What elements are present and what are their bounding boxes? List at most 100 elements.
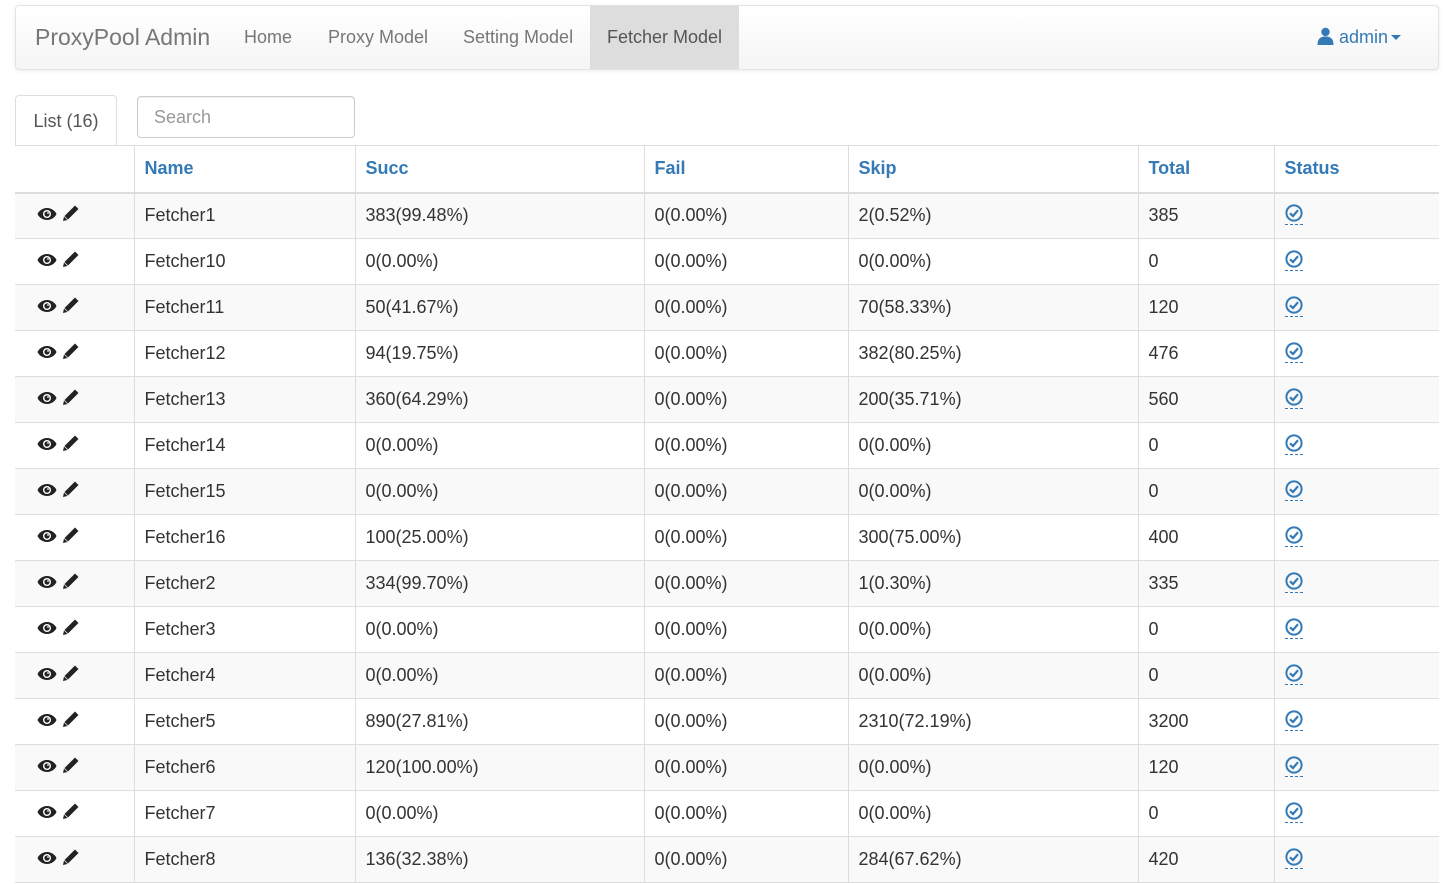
eye-icon[interactable] [37, 619, 57, 640]
cell-skip: 2(0.52%) [847, 192, 1139, 239]
cell-succ: 0(0.00%) [354, 468, 645, 515]
column-header-fail[interactable]: Fail [643, 145, 849, 194]
check-circle-icon[interactable] [1284, 618, 1303, 639]
nav-setting-model[interactable]: Setting Model [463, 27, 574, 47]
search-input[interactable] [137, 96, 355, 138]
nav-proxy-model[interactable]: Proxy Model [328, 27, 429, 47]
pencil-icon[interactable] [62, 710, 80, 733]
check-circle-icon[interactable] [1284, 848, 1303, 869]
pencil-icon[interactable] [62, 480, 80, 503]
eye-icon[interactable] [37, 389, 57, 410]
check-circle-icon[interactable] [1284, 710, 1303, 731]
cell-skip: 0(0.00%) [847, 468, 1139, 515]
cell-succ: 136(32.38%) [354, 836, 645, 883]
check-circle-icon[interactable] [1284, 572, 1303, 593]
row-actions [15, 422, 135, 469]
pencil-icon[interactable] [62, 526, 80, 549]
column-header-status[interactable]: Status [1273, 145, 1439, 194]
eye-icon[interactable] [37, 665, 57, 686]
cell-succ: 100(25.00%) [354, 514, 645, 561]
eye-icon[interactable] [37, 573, 57, 594]
check-circle-icon[interactable] [1284, 480, 1303, 501]
column-header-total[interactable]: Total [1137, 145, 1275, 194]
cell-fail: 0(0.00%) [643, 652, 849, 699]
table-row: Fetcher1 383(99.48%) 0(0.00%) 2(0.52%) 385 [15, 192, 1439, 239]
nav-home[interactable]: Home [244, 27, 293, 47]
cell-name: Fetcher7 [133, 790, 356, 837]
column-header-skip[interactable]: Skip [847, 145, 1139, 194]
cell-status [1273, 192, 1439, 239]
eye-icon[interactable] [37, 297, 57, 318]
cell-name: Fetcher2 [133, 560, 356, 607]
pencil-icon[interactable] [62, 848, 80, 871]
cell-total: 400 [1137, 514, 1275, 561]
pencil-icon[interactable] [62, 296, 80, 319]
cell-succ: 890(27.81%) [354, 698, 645, 745]
eye-icon[interactable] [37, 435, 57, 456]
pencil-icon[interactable] [62, 342, 80, 365]
navbar-brand[interactable]: ProxyPool Admin [35, 24, 211, 50]
cell-succ: 50(41.67%) [354, 284, 645, 331]
eye-icon[interactable] [37, 481, 57, 502]
cell-name: Fetcher16 [133, 514, 356, 561]
check-circle-icon[interactable] [1284, 296, 1303, 317]
check-circle-icon[interactable] [1284, 250, 1303, 271]
nav-fetcher-model[interactable]: Fetcher Model [590, 6, 739, 69]
pencil-icon[interactable] [62, 572, 80, 595]
pencil-icon[interactable] [62, 250, 80, 273]
cell-fail: 0(0.00%) [643, 376, 849, 423]
table-row: Fetcher16 100(25.00%) 0(0.00%) 300(75.00%) 4… [15, 514, 1439, 561]
cell-name: Fetcher8 [133, 836, 356, 883]
check-circle-icon[interactable] [1284, 388, 1303, 409]
pencil-icon[interactable] [62, 802, 80, 825]
table-row: Fetcher11 50(41.67%) 0(0.00%) 70(58.33%) 120 [15, 284, 1439, 331]
eye-icon[interactable] [37, 527, 57, 548]
cell-succ: 0(0.00%) [354, 422, 645, 469]
pencil-icon[interactable] [62, 756, 80, 779]
check-circle-icon[interactable] [1284, 664, 1303, 685]
table-row: Fetcher14 0(0.00%) 0(0.00%) 0(0.00%) 0 [15, 422, 1439, 469]
pencil-icon[interactable] [62, 664, 80, 687]
pencil-icon[interactable] [62, 618, 80, 641]
check-circle-icon[interactable] [1284, 526, 1303, 547]
eye-icon[interactable] [37, 251, 57, 272]
cell-name: Fetcher5 [133, 698, 356, 745]
cell-fail: 0(0.00%) [643, 330, 849, 377]
check-circle-icon[interactable] [1284, 756, 1303, 777]
row-actions [15, 836, 135, 883]
cell-name: Fetcher14 [133, 422, 356, 469]
eye-icon[interactable] [37, 711, 57, 732]
row-actions [15, 606, 135, 653]
check-circle-icon[interactable] [1284, 434, 1303, 455]
check-circle-icon[interactable] [1284, 204, 1303, 226]
top-navbar: ProxyPool Admin Home Proxy Model Setting… [15, 5, 1439, 70]
cell-status [1273, 468, 1439, 515]
eye-icon[interactable] [37, 343, 57, 364]
cell-fail: 0(0.00%) [643, 744, 849, 791]
tab-list[interactable]: List (16) [15, 95, 117, 146]
row-actions [15, 698, 135, 745]
table-body: Fetcher1 383(99.48%) 0(0.00%) 2(0.52%) 385 F… [15, 192, 1439, 883]
eye-icon[interactable] [37, 849, 57, 870]
cell-status [1273, 238, 1439, 285]
pencil-icon[interactable] [62, 204, 80, 227]
user-menu-dropdown[interactable]: admin [1317, 6, 1401, 69]
check-circle-icon[interactable] [1284, 802, 1303, 823]
check-circle-icon[interactable] [1284, 342, 1303, 363]
eye-icon[interactable] [37, 803, 57, 824]
cell-total: 120 [1137, 284, 1275, 331]
cell-status [1273, 376, 1439, 423]
eye-icon[interactable] [37, 205, 57, 226]
row-actions [15, 468, 135, 515]
cell-succ: 334(99.70%) [354, 560, 645, 607]
cell-name: Fetcher6 [133, 744, 356, 791]
pencil-icon[interactable] [62, 434, 80, 457]
column-header-name[interactable]: Name [133, 145, 356, 194]
cell-skip: 200(35.71%) [847, 376, 1139, 423]
row-actions [15, 560, 135, 607]
cell-skip: 70(58.33%) [847, 284, 1139, 331]
cell-skip: 1(0.30%) [847, 560, 1139, 607]
pencil-icon[interactable] [62, 388, 80, 411]
column-header-succ[interactable]: Succ [354, 145, 645, 194]
eye-icon[interactable] [37, 757, 57, 778]
